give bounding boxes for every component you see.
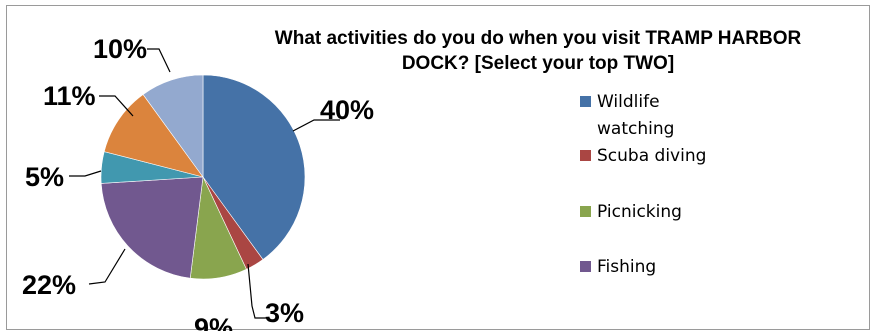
legend-label-3: Picnicking [597,202,682,222]
legend-label-4: Fishing [597,257,656,277]
pie-slice-fishing [100,176,204,279]
data-label-3: 9% [194,313,233,331]
pie-chart: What activities do you do when you visit… [22,28,802,331]
pie-slice-wildlife-watching [202,74,306,260]
pie-slices [100,74,306,280]
chart-frame: What activities do you do when you visit… [6,5,870,331]
legend-swatch-4 [580,261,591,272]
pie-slice-unlabeled-6 [103,94,204,178]
data-label-6: 11% [43,81,96,111]
data-label-1: 40% [320,95,374,125]
legend-swatch-1 [580,96,591,107]
legend-swatch-3 [580,206,591,217]
leader-lines [69,48,340,319]
leader-line-4 [88,248,126,285]
chart-title-line-1: What activities do you do when you visit… [275,28,802,49]
data-label-2: 3% [265,298,304,328]
leader-line-6 [99,95,134,117]
data-label-5: 5% [25,162,64,192]
data-labels: 40% 3% 9% 22% 5% 11% 10% [22,34,374,331]
legend-label-1-line-2: watching [597,119,674,139]
leader-line-1 [292,119,340,132]
leader-line-2 [247,263,267,319]
legend-label-2: Scuba diving [597,146,706,166]
data-label-7: 10% [93,34,147,64]
leader-line-5 [69,170,102,177]
chart-title-line-2: DOCK? [Select your top TWO] [402,53,674,74]
legend: Wildlife watching Scuba diving Picnicking Fi… [580,92,706,277]
pie-slice-unlabeled-7 [142,74,204,178]
legend-label-1-line-1: Wildlife [597,92,660,112]
legend-swatch-2 [580,150,591,161]
chart-title: What activities do you do when you visit… [275,28,802,74]
data-label-4: 22% [22,270,76,300]
leader-line-7 [147,48,171,73]
